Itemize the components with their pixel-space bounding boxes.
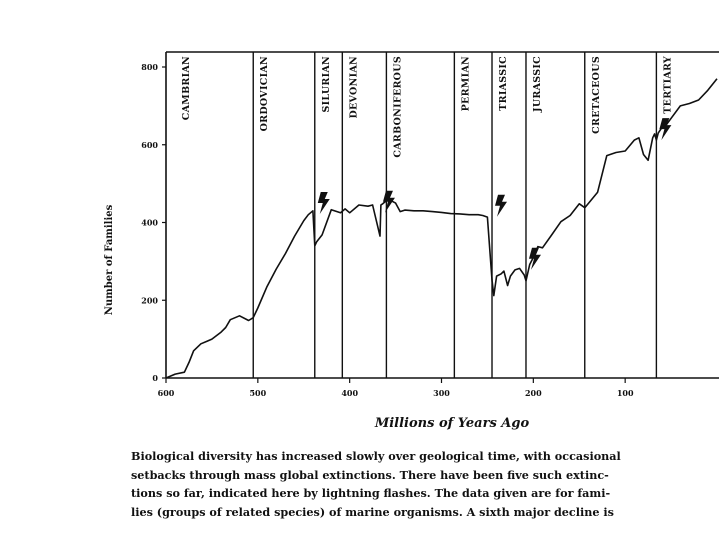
x-axis-title: Millions of Years Ago bbox=[374, 416, 530, 431]
figure-caption: Biological diversity has increased slowl… bbox=[131, 447, 719, 521]
x-tick-label: 100 bbox=[617, 388, 634, 398]
caption-line: tions so far, indicated here by lightnin… bbox=[131, 486, 611, 501]
period-label: TRIASSIC bbox=[498, 56, 509, 111]
period-label: JURASSIC bbox=[532, 56, 543, 113]
lightning-bolt-icon bbox=[382, 190, 395, 213]
y-tick-label: 800 bbox=[141, 62, 158, 72]
y-tick-label: 0 bbox=[152, 373, 158, 383]
lightning-bolt-icon bbox=[528, 247, 541, 270]
period-label: CARBONIFEROUS bbox=[392, 56, 403, 158]
period-boundaries: CAMBRIAN ORDOVICIAN SILURIAN DEVONIAN CARBON… bbox=[181, 52, 673, 378]
period-label: DEVONIAN bbox=[348, 56, 359, 119]
caption-line: lies (groups of related species) of mari… bbox=[131, 504, 614, 519]
y-tick-label: 600 bbox=[141, 140, 158, 150]
x-tick-label: 300 bbox=[433, 388, 450, 398]
period-label: CRETACEOUS bbox=[591, 56, 602, 134]
y-axis-title: Number of Families bbox=[104, 204, 115, 315]
lightning-bolt-icon bbox=[495, 194, 508, 217]
period-label: PERMIAN bbox=[460, 56, 471, 111]
x-tick-label: 200 bbox=[525, 388, 542, 398]
caption-line: setbacks through mass global extinctions… bbox=[131, 467, 609, 482]
x-tick-label: 600 bbox=[158, 388, 175, 398]
diversity-series bbox=[165, 78, 718, 379]
chart-axes bbox=[165, 51, 719, 379]
x-tick-label: 400 bbox=[341, 388, 358, 398]
x-tick-label: 500 bbox=[249, 388, 266, 398]
lightning-bolt-icon bbox=[317, 191, 330, 214]
period-label: CAMBRIAN bbox=[181, 56, 192, 120]
axis-ticks: 600 500 400 300 200 100 0 200 400 600 800 bbox=[141, 62, 634, 398]
extinction-markers bbox=[317, 118, 672, 270]
period-label: TERTIARY bbox=[662, 56, 673, 114]
y-tick-label: 200 bbox=[141, 295, 158, 305]
period-label: SILURIAN bbox=[321, 56, 332, 113]
lightning-bolt-icon bbox=[659, 118, 672, 141]
y-tick-label: 400 bbox=[141, 218, 158, 228]
caption-line: Biological diversity has increased slowl… bbox=[131, 449, 621, 463]
diversity-line bbox=[165, 78, 718, 379]
period-label: ORDOVICIAN bbox=[259, 56, 270, 131]
